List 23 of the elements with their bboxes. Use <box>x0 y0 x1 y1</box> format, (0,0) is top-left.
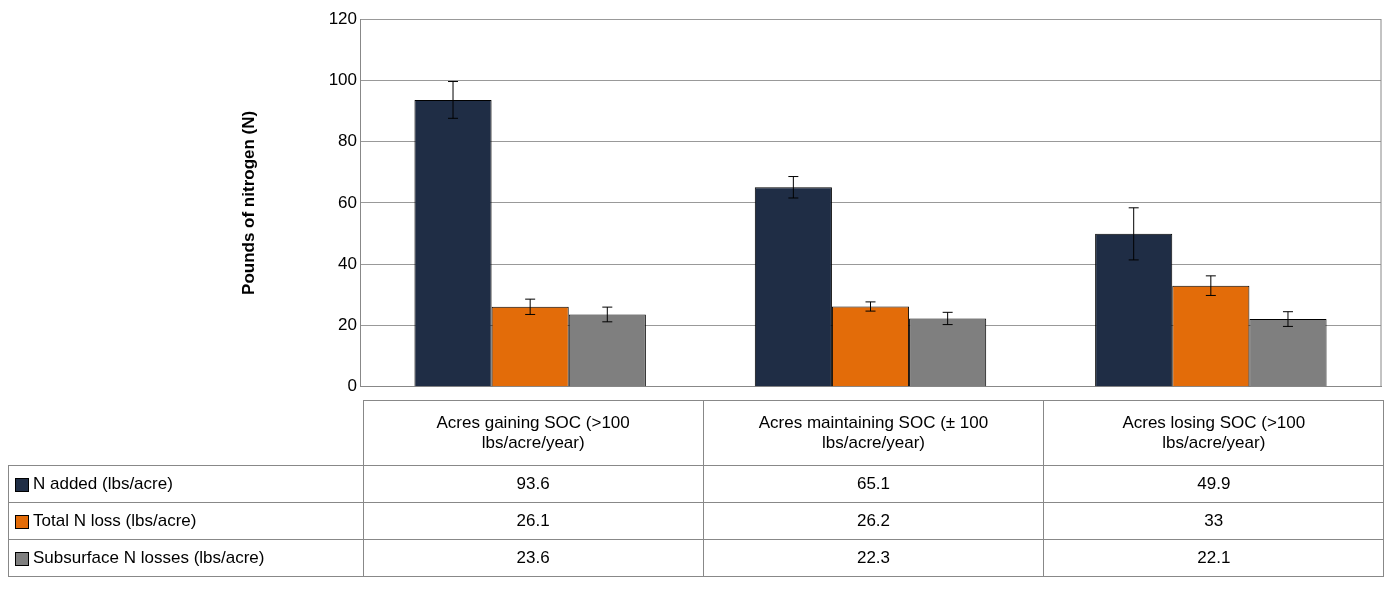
y-tick-label: 60 <box>338 192 357 212</box>
y-tick-label: 0 <box>347 376 357 396</box>
y-tick-label: 20 <box>338 315 357 335</box>
x-tick-label: Acres losing SOC (>100 lbs/acre/year) <box>1043 400 1384 466</box>
legend-label: N added (lbs/acre) <box>33 474 173 493</box>
data-label: 93.6 <box>363 465 704 503</box>
data-label: 33 <box>1043 502 1384 540</box>
data-label: 49.9 <box>1043 465 1384 503</box>
legend-label: Subsurface N losses (lbs/acre) <box>33 548 265 567</box>
data-label: 26.2 <box>703 502 1044 540</box>
y-axis-title: Pounds of nitrogen (N) <box>238 110 258 295</box>
data-label: 23.6 <box>363 539 704 577</box>
data-label: 65.1 <box>703 465 1044 503</box>
y-tick-label: 100 <box>328 69 357 89</box>
x-tick-label: Acres gaining SOC (>100 lbs/acre/year) <box>363 400 704 466</box>
data-label: 22.3 <box>703 539 1044 577</box>
x-tick-label: Acres maintaining SOC (± 100 lbs/acre/year) <box>703 400 1044 466</box>
y-tick-label: 80 <box>338 131 357 151</box>
data-label: 26.1 <box>363 502 704 540</box>
data-label: 22.1 <box>1043 539 1384 577</box>
legend-label: Total N loss (lbs/acre) <box>33 511 197 530</box>
y-tick-label: 40 <box>338 253 357 273</box>
y-tick-label: 120 <box>328 8 357 28</box>
